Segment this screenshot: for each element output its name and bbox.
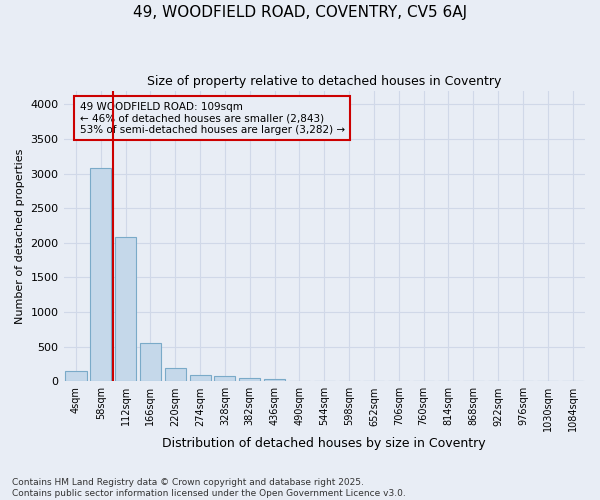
Text: 49 WOODFIELD ROAD: 109sqm
← 46% of detached houses are smaller (2,843)
53% of se: 49 WOODFIELD ROAD: 109sqm ← 46% of detac… — [80, 102, 345, 135]
Title: Size of property relative to detached houses in Coventry: Size of property relative to detached ho… — [147, 75, 502, 88]
Text: Contains HM Land Registry data © Crown copyright and database right 2025.
Contai: Contains HM Land Registry data © Crown c… — [12, 478, 406, 498]
Bar — [190, 376, 211, 382]
X-axis label: Distribution of detached houses by size in Coventry: Distribution of detached houses by size … — [163, 437, 486, 450]
Bar — [239, 378, 260, 382]
Bar — [165, 368, 186, 382]
Y-axis label: Number of detached properties: Number of detached properties — [15, 148, 25, 324]
Bar — [115, 238, 136, 382]
Bar — [140, 342, 161, 382]
Bar — [214, 376, 235, 382]
Bar — [264, 380, 285, 382]
Bar — [90, 168, 112, 382]
Bar — [65, 371, 86, 382]
Text: 49, WOODFIELD ROAD, COVENTRY, CV5 6AJ: 49, WOODFIELD ROAD, COVENTRY, CV5 6AJ — [133, 5, 467, 20]
